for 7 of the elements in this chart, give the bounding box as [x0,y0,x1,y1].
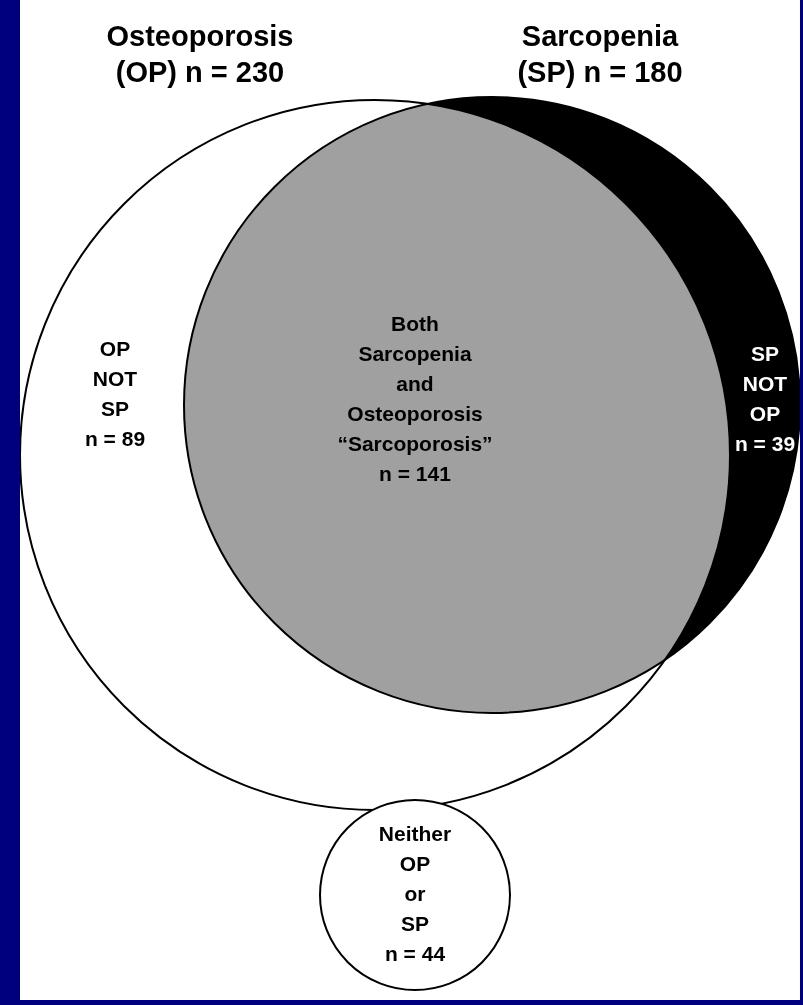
text: Osteoporosis (OP) n = 230 [106,20,294,88]
data-label: n = 141 [379,461,452,485]
data-label: n = 39 [734,431,796,455]
data-label: n = 89 [84,426,146,450]
data-label: n = 44 [384,941,446,965]
text: Sarcopenia (SP) n = 180 [517,20,683,88]
category-label: Both Sarcopenia and Osteoporosis “Sarcoporosis” [337,311,493,455]
